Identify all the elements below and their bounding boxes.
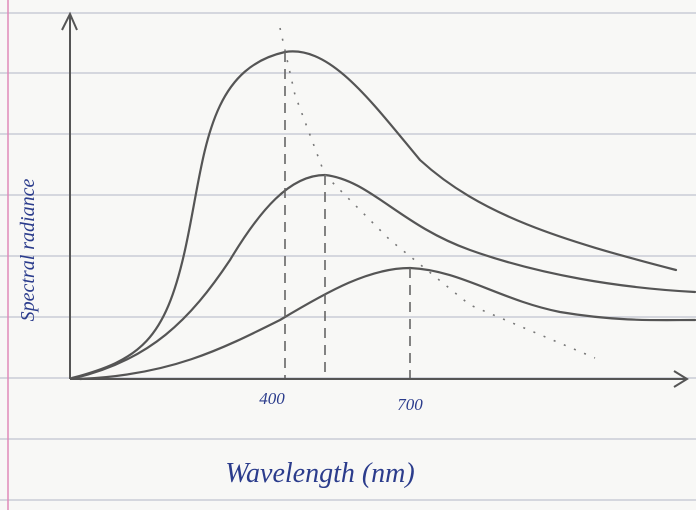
y-arrow — [61, 11, 78, 31]
x-axis-label: Wavelength (nm) — [225, 458, 414, 489]
x-tick-label: 400 — [259, 389, 285, 408]
y-axis-label: Spectral radiance — [17, 179, 39, 322]
curve — [73, 173, 696, 380]
x-arrow — [673, 370, 689, 388]
axes — [61, 11, 689, 388]
x-tick-label: 700 — [397, 395, 423, 414]
peak-markers — [284, 52, 411, 378]
